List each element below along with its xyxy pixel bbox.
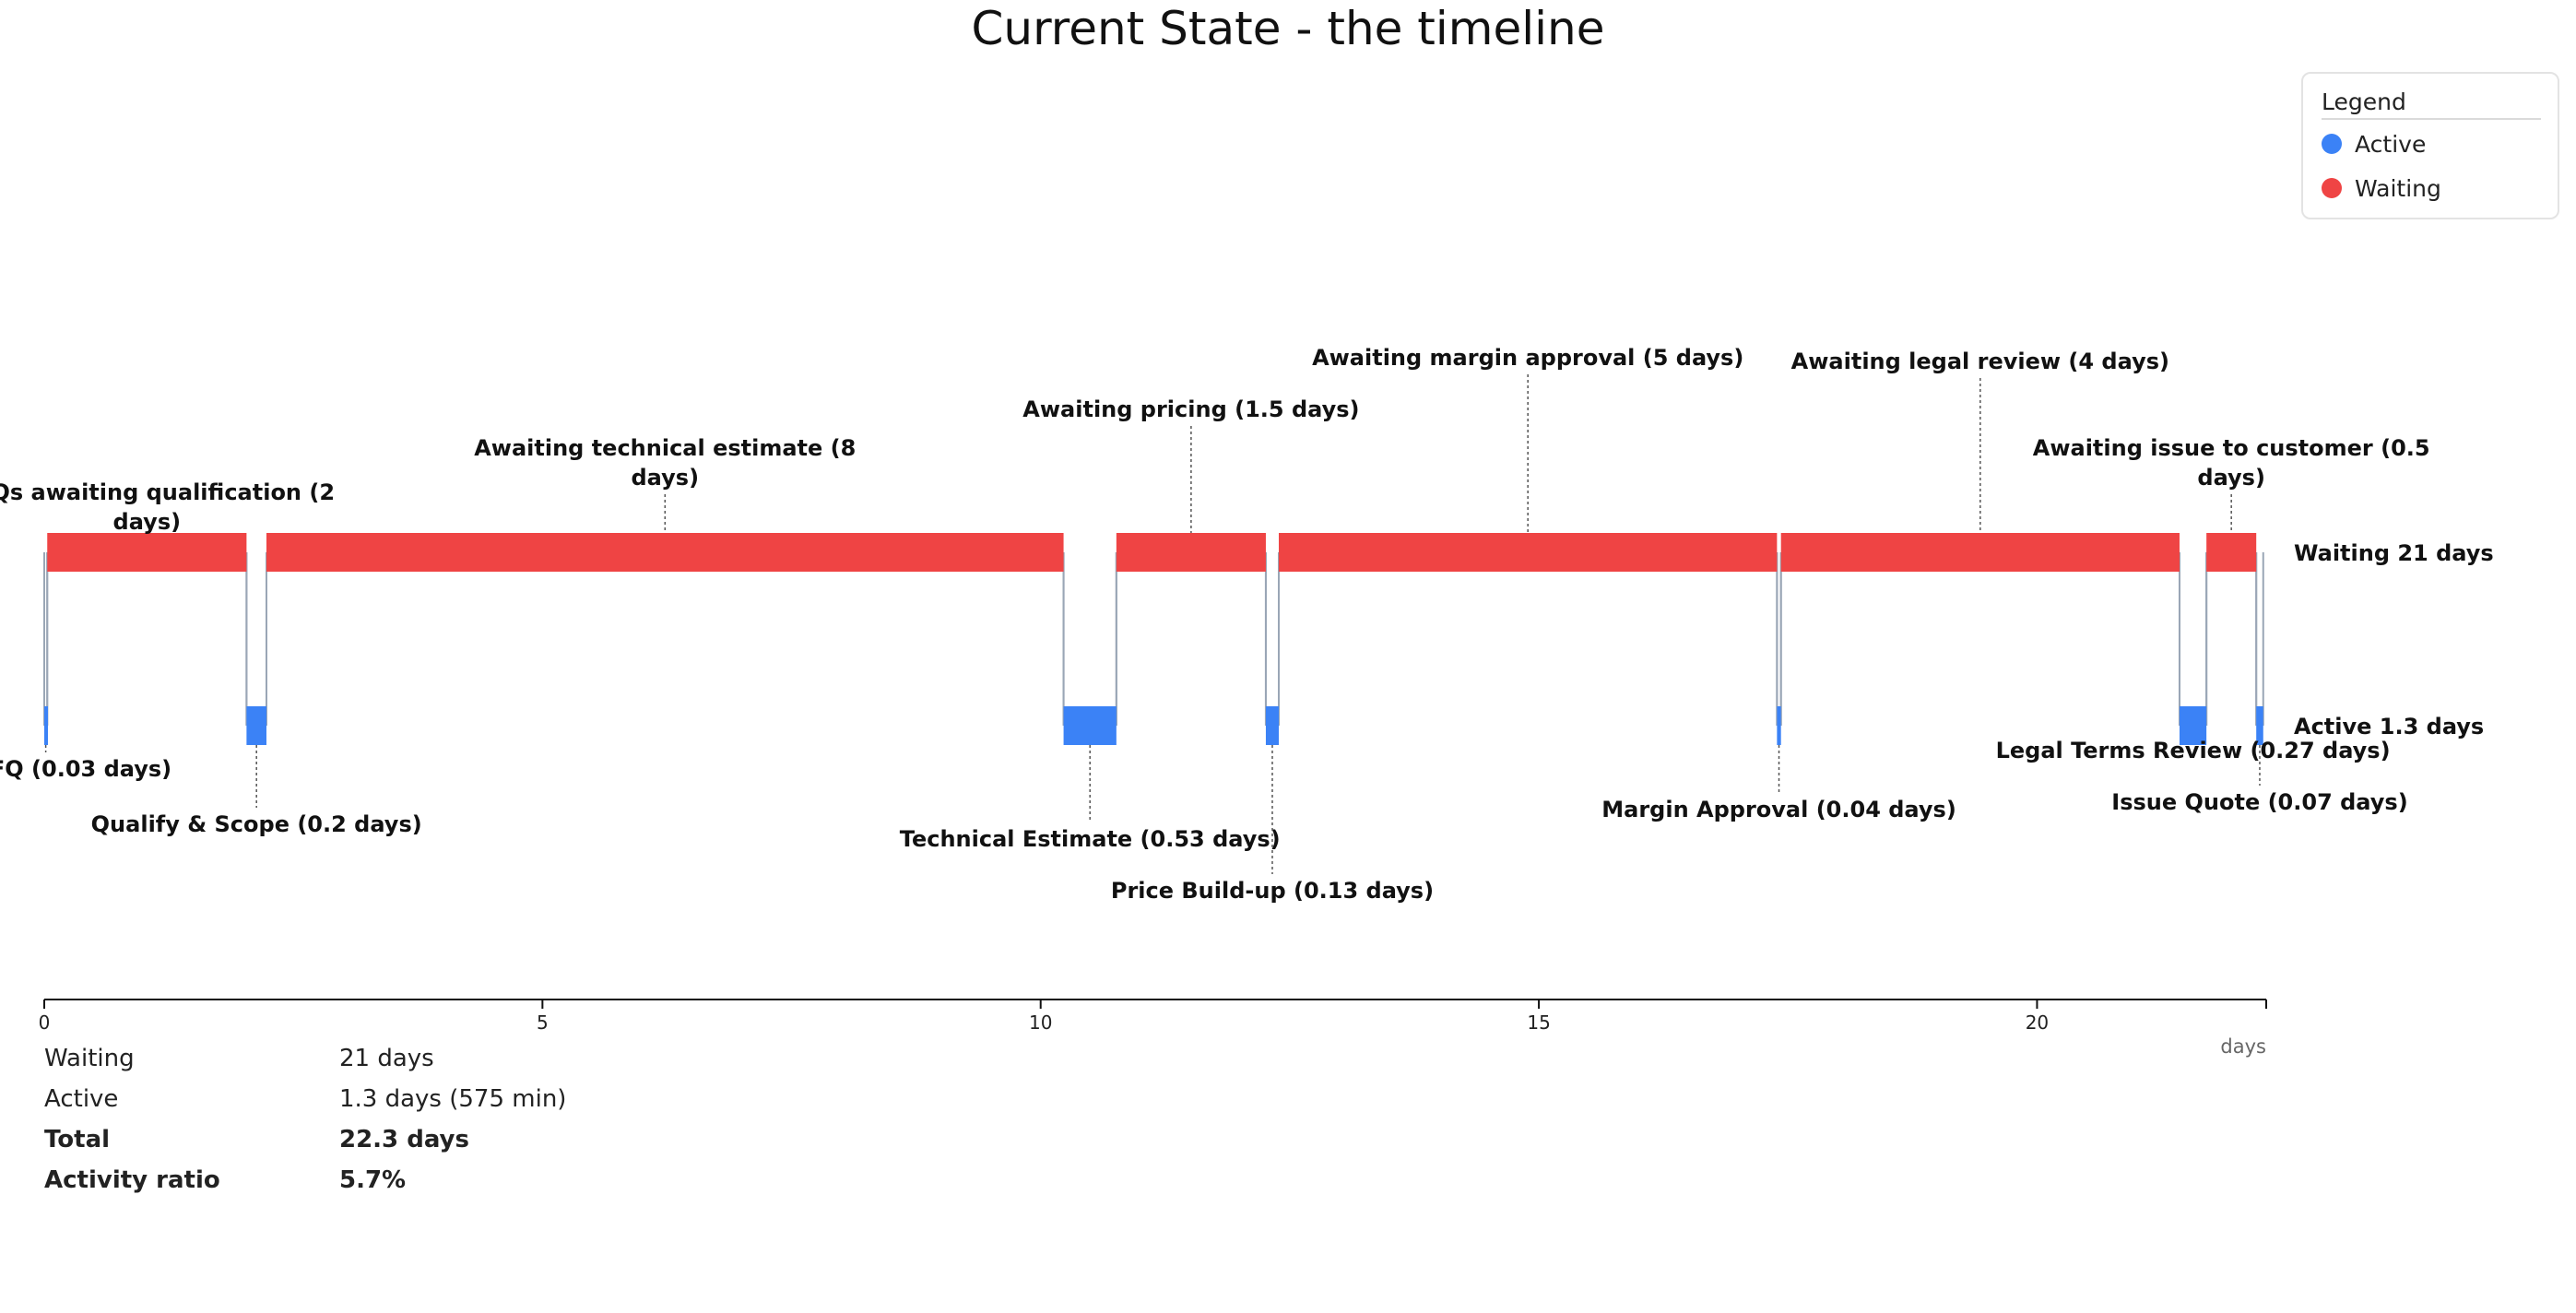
waiting-bar bbox=[266, 533, 1064, 572]
summary-value: 21 days bbox=[339, 1045, 434, 1072]
legend-label: Waiting bbox=[2355, 174, 2441, 202]
summary-row-waiting: Waiting 21 days bbox=[44, 1038, 566, 1079]
waiting-lane-label: Waiting 21 days bbox=[2294, 540, 2494, 566]
waiting-bar bbox=[47, 533, 247, 572]
summary-label: Total bbox=[44, 1126, 111, 1153]
active-label: Legal Terms Review (0.27 days) bbox=[1996, 738, 2391, 763]
summary-row-total: Total 22.3 days bbox=[44, 1119, 566, 1160]
summary-label: Waiting bbox=[44, 1045, 135, 1072]
x-tick-label: 20 bbox=[2026, 1011, 2049, 1034]
legend-swatch bbox=[2322, 178, 2342, 198]
x-tick-label: 0 bbox=[39, 1011, 51, 1034]
waiting-label: Awaiting pricing (1.5 days) bbox=[1022, 396, 1359, 422]
x-tick-label: 10 bbox=[1029, 1011, 1052, 1034]
legend-swatch bbox=[2322, 134, 2342, 154]
active-bar bbox=[1063, 706, 1117, 745]
active-bar bbox=[2256, 706, 2263, 745]
legend-divider bbox=[2322, 118, 2541, 120]
active-label: Qualify & Scope (0.2 days) bbox=[91, 811, 422, 837]
legend-label: Active bbox=[2355, 130, 2427, 158]
active-lane-label: Active 1.3 days bbox=[2294, 714, 2484, 739]
x-tick-label: 15 bbox=[1527, 1011, 1550, 1034]
active-bar bbox=[246, 706, 266, 745]
legend-item-waiting: Waiting bbox=[2322, 173, 2441, 203]
summary-row-active: Active 1.3 days (575 min) bbox=[44, 1079, 566, 1119]
summary-value: 1.3 days (575 min) bbox=[339, 1085, 567, 1113]
legend-title: Legend bbox=[2322, 89, 2406, 115]
chart-title: Current State - the timeline bbox=[971, 2, 1605, 55]
summary-label: Activity ratio bbox=[44, 1166, 220, 1194]
summary-label: Active bbox=[44, 1085, 119, 1113]
waiting-label: Awaiting technical estimate (8 days) bbox=[474, 435, 856, 491]
legend-item-active: Active bbox=[2322, 129, 2426, 159]
waiting-label: Awaiting issue to customer (0.5 days) bbox=[2033, 435, 2430, 491]
waiting-bar bbox=[1116, 533, 1266, 572]
x-tick-label: 5 bbox=[537, 1011, 549, 1034]
active-bar bbox=[1265, 706, 1280, 745]
waiting-bar bbox=[1279, 533, 1778, 572]
waiting-label: Awaiting margin approval (5 days) bbox=[1312, 345, 1743, 371]
legend: Legend Active Waiting bbox=[2301, 72, 2559, 219]
active-label: Margin Approval (0.04 days) bbox=[1601, 797, 1956, 822]
active-label: Issue Quote (0.07 days) bbox=[2111, 789, 2407, 815]
waiting-bar bbox=[1780, 533, 2180, 572]
summary-row-activity-ratio: Activity ratio 5.7% bbox=[44, 1160, 566, 1201]
active-label: Technical Estimate (0.53 days) bbox=[900, 826, 1281, 852]
active-bar bbox=[2179, 706, 2207, 745]
active-bar bbox=[44, 706, 48, 745]
x-axis-label: days bbox=[2220, 1035, 2266, 1058]
waiting-label: Awaiting legal review (4 days) bbox=[1791, 349, 2169, 374]
active-label: Price Build-up (0.13 days) bbox=[1111, 878, 1434, 904]
summary-table: Waiting 21 days Active 1.3 days (575 min… bbox=[44, 1038, 566, 1201]
active-label: Log RFQ (0.03 days) bbox=[0, 756, 171, 782]
summary-value: 5.7% bbox=[339, 1166, 407, 1194]
waiting-bar bbox=[2206, 533, 2257, 572]
summary-value: 22.3 days bbox=[339, 1126, 469, 1153]
active-bar bbox=[1777, 706, 1781, 745]
